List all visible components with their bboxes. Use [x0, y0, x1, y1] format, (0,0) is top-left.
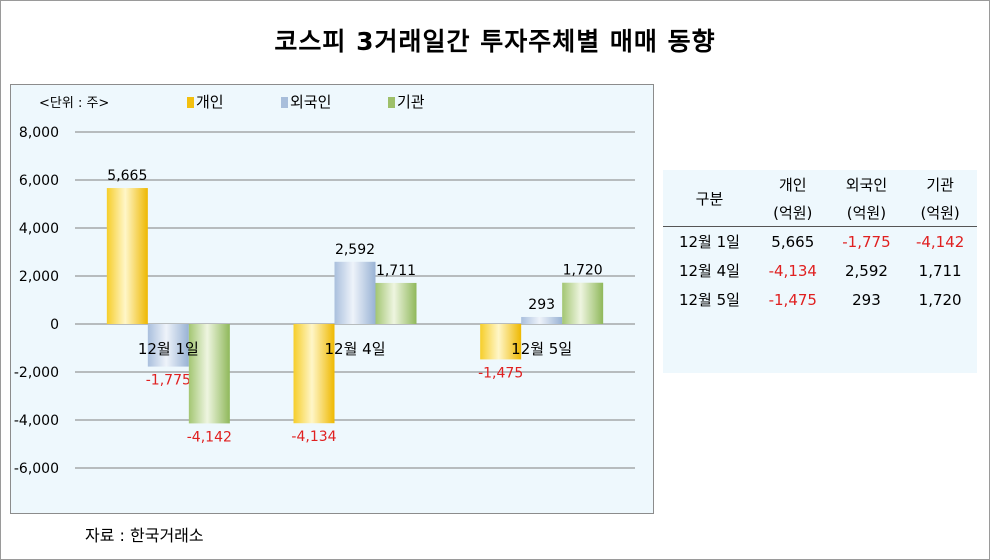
bar-individual — [293, 324, 335, 424]
row-date: 12월 5일 — [678, 291, 740, 309]
header-unit-institution: (억원) — [903, 198, 977, 227]
cell-institution: 1,720 — [918, 290, 962, 309]
category-label: 12월 4일 — [325, 340, 386, 358]
legend-label-individual: 개인 — [196, 93, 224, 111]
table-row: 12월 4일 -4,134 2,592 1,711 — [663, 256, 977, 285]
y-tick-label: 0 — [50, 317, 59, 333]
header-individual: 개인 — [778, 175, 807, 194]
bar-institution — [562, 282, 604, 324]
summary-table-panel: 구분 개인 외국인 기관 (억원) (억원) (억원) 12월 1일 5,665… — [663, 170, 977, 373]
legend-swatch-individual — [187, 97, 194, 108]
y-tick-label: -4,000 — [14, 413, 59, 429]
table-row: 12월 5일 -1,475 293 1,720 — [663, 285, 977, 314]
bar-individual — [106, 188, 148, 324]
bar-individual — [480, 324, 522, 360]
header-category: 구분 — [663, 170, 756, 227]
legend-swatch-foreign — [281, 97, 288, 108]
data-label: 1,711 — [376, 263, 416, 279]
bar-foreign — [334, 261, 376, 324]
legend-label-foreign: 외국인 — [290, 93, 331, 111]
legend-swatch-institution — [388, 97, 395, 108]
cell-foreign: -1,775 — [842, 232, 891, 251]
bar-institution — [188, 324, 230, 424]
row-date: 12월 4일 — [678, 262, 740, 280]
y-tick-label: 2,000 — [19, 269, 59, 285]
cell-foreign: 293 — [852, 290, 881, 309]
data-label: 1,720 — [563, 263, 603, 279]
header-institution: 기관 — [926, 175, 954, 194]
y-tick-label: 4,000 — [19, 221, 59, 237]
y-tick-label: -2,000 — [14, 365, 59, 381]
category-label: 12월 5일 — [511, 340, 572, 358]
source-note: 자료 : 한국거래소 — [85, 526, 204, 545]
data-label: -1,775 — [146, 373, 191, 389]
header-unit-foreign: (억원) — [829, 198, 904, 227]
header-foreign: 외국인 — [845, 175, 888, 194]
bar-foreign — [147, 324, 189, 367]
unit-label: <단위 : 주> — [39, 96, 109, 111]
table-row: 12월 1일 5,665 -1,775 -4,142 — [663, 227, 977, 257]
category-label: 12월 1일 — [138, 340, 199, 358]
chart-title: 코스피 3거래일간 투자주체별 매매 동향 — [274, 27, 716, 56]
cell-institution: 1,711 — [918, 261, 962, 280]
data-label: 293 — [528, 297, 555, 313]
bar-foreign — [521, 316, 563, 324]
cell-institution: -4,142 — [915, 232, 965, 251]
cell-individual: -1,475 — [768, 290, 817, 309]
bar-institution — [375, 282, 417, 324]
row-date: 12월 1일 — [678, 233, 740, 251]
bar-chart: <단위 : 주> 개인 외국인 기관 8,000 6,000 4,000 2,000 0 -2,0… — [14, 93, 635, 477]
data-label: -4,134 — [291, 429, 336, 445]
y-tick-label: -6,000 — [14, 461, 59, 477]
summary-table: 구분 개인 외국인 기관 (억원) (억원) (억원) 12월 1일 5,665… — [663, 170, 977, 314]
header-unit-individual: (억원) — [755, 198, 830, 227]
y-tick-label: 8,000 — [19, 125, 59, 141]
data-label: -4,142 — [187, 429, 232, 445]
cell-individual: -4,134 — [768, 261, 817, 280]
cell-foreign: 2,592 — [844, 261, 888, 280]
data-label: 2,592 — [335, 242, 375, 258]
data-label: 5,665 — [107, 168, 147, 184]
cell-individual: 5,665 — [771, 232, 815, 251]
legend-label-institution: 기관 — [397, 93, 425, 111]
data-label: -1,475 — [478, 365, 523, 381]
y-tick-label: 6,000 — [19, 173, 59, 189]
chart-panel: <단위 : 주> 개인 외국인 기관 8,000 6,000 4,000 2,000 0 -2,0… — [10, 84, 654, 514]
